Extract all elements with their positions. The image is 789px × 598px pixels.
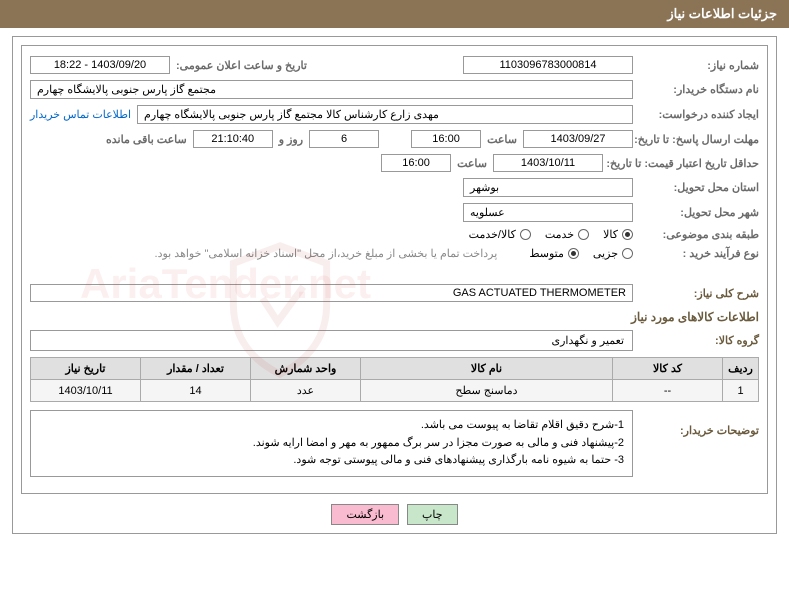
back-button[interactable]: بازگشت xyxy=(331,504,399,525)
col-need-date: تاریخ نیاز xyxy=(31,358,141,380)
cell-qty: 14 xyxy=(141,380,251,402)
row-category: طبقه بندی موضوعی: کالا خدمت کالا/خدمت xyxy=(30,228,759,241)
category-radio-group: کالا خدمت کالا/خدمت xyxy=(469,228,633,241)
buyer-note-line-1: 1-شرح دقیق اقلام تقاضا به پیوست می باشد. xyxy=(39,417,624,435)
row-deadline: مهلت ارسال پاسخ: تا تاریخ: 1403/09/27 سا… xyxy=(30,130,759,148)
category-option-2-label: کالا/خدمت xyxy=(469,228,516,241)
category-label: طبقه بندی موضوعی: xyxy=(639,228,759,241)
row-need-number: شماره نیاز: 1103096783000814 تاریخ و ساع… xyxy=(30,56,759,74)
province-label: استان محل تحویل: xyxy=(639,181,759,194)
inner-frame: AriaTender.net شماره نیاز: 1103096783000… xyxy=(21,45,768,494)
outer-frame: AriaTender.net شماره نیاز: 1103096783000… xyxy=(12,36,777,534)
row-province: استان محل تحویل: بوشهر xyxy=(30,178,759,197)
cell-code: -- xyxy=(613,380,723,402)
announce-datetime-label: تاریخ و ساعت اعلان عمومی: xyxy=(176,59,307,72)
deadline-date: 1403/09/27 xyxy=(523,130,633,148)
cell-unit: عدد xyxy=(251,380,361,402)
need-number-label: شماره نیاز: xyxy=(639,59,759,72)
table-row: 1 -- دماسنج سطح عدد 14 1403/10/11 xyxy=(31,380,759,402)
deadline-days-label2: روز و xyxy=(279,133,303,146)
row-city: شهر محل تحویل: عسلویه xyxy=(30,203,759,222)
city-value: عسلویه xyxy=(463,203,633,222)
purchase-option-1[interactable]: متوسط xyxy=(529,247,579,260)
buyer-note-line-2: 2-پیشنهاد فنی و مالی به صورت مجزا در سر … xyxy=(39,435,624,453)
table-header-row: ردیف کد کالا نام کالا واحد شمارش تعداد /… xyxy=(31,358,759,380)
radio-icon xyxy=(568,248,579,259)
purchase-type-label: نوع فرآیند خرید : xyxy=(639,247,759,260)
category-option-2[interactable]: کالا/خدمت xyxy=(469,228,531,241)
purchase-option-0[interactable]: جزیی xyxy=(593,247,633,260)
radio-icon xyxy=(520,229,531,240)
buyer-notes-box: 1-شرح دقیق اقلام تقاضا به پیوست می باشد.… xyxy=(30,410,633,477)
category-option-0-label: کالا xyxy=(603,228,618,241)
need-desc-value: GAS ACTUATED THERMOMETER xyxy=(30,284,633,302)
cell-row-num: 1 xyxy=(723,380,759,402)
radio-icon xyxy=(622,248,633,259)
category-option-0[interactable]: کالا xyxy=(603,228,633,241)
requester-value: مهدی زارع کارشناس کالا مجتمع گاز پارس جن… xyxy=(137,105,633,124)
buyer-org-label: نام دستگاه خریدار: xyxy=(639,83,759,96)
deadline-time-label: ساعت xyxy=(487,133,517,146)
need-desc-label: شرح کلی نیاز: xyxy=(639,287,759,300)
goods-table: ردیف کد کالا نام کالا واحد شمارش تعداد /… xyxy=(30,357,759,402)
row-buyer-notes: توضیحات خریدار: 1-شرح دقیق اقلام تقاضا ب… xyxy=(30,410,759,477)
row-validity: حداقل تاریخ اعتبار قیمت: تا تاریخ: 1403/… xyxy=(30,154,759,172)
category-option-1-label: خدمت xyxy=(545,228,574,241)
purchase-option-1-label: متوسط xyxy=(529,247,564,260)
deadline-label: مهلت ارسال پاسخ: تا تاریخ: xyxy=(639,133,759,146)
col-name: نام کالا xyxy=(361,358,613,380)
buyer-org-value: مجتمع گاز پارس جنوبی پالایشگاه چهارم xyxy=(30,80,633,99)
need-number-value: 1103096783000814 xyxy=(463,56,633,74)
category-option-1[interactable]: خدمت xyxy=(545,228,589,241)
row-requester: ایجاد کننده درخواست: مهدی زارع کارشناس ک… xyxy=(30,105,759,124)
requester-label: ایجاد کننده درخواست: xyxy=(639,108,759,121)
radio-icon xyxy=(578,229,589,240)
validity-time-label: ساعت xyxy=(457,157,487,170)
deadline-days: 6 xyxy=(309,130,379,148)
col-row-num: ردیف xyxy=(723,358,759,380)
print-button[interactable]: چاپ xyxy=(407,504,458,525)
purchase-option-0-label: جزیی xyxy=(593,247,618,260)
validity-date: 1403/10/11 xyxy=(493,154,603,172)
buyer-note-line-3: 3- حتما به شیوه نامه بارگذاری پیشنهادهای… xyxy=(39,452,624,470)
buyer-notes-label: توضیحات خریدار: xyxy=(639,410,759,437)
page-title: جزئیات اطلاعات نیاز xyxy=(667,6,777,21)
buyer-contact-link[interactable]: اطلاعات تماس خریدار xyxy=(30,108,131,121)
cell-need-date: 1403/10/11 xyxy=(31,380,141,402)
validity-label: حداقل تاریخ اعتبار قیمت: تا تاریخ: xyxy=(609,157,759,170)
deadline-remain-label: ساعت باقی مانده xyxy=(106,133,187,146)
deadline-time: 16:00 xyxy=(411,130,481,148)
row-goods-group: گروه کالا: تعمیر و نگهداری xyxy=(30,330,759,351)
col-unit: واحد شمارش xyxy=(251,358,361,380)
col-code: کد کالا xyxy=(613,358,723,380)
city-label: شهر محل تحویل: xyxy=(639,206,759,219)
cell-name: دماسنج سطح xyxy=(361,380,613,402)
announce-datetime-value: 1403/09/20 - 18:22 xyxy=(30,56,170,74)
row-purchase-type: نوع فرآیند خرید : جزیی متوسط پرداخت تمام… xyxy=(30,247,759,260)
purchase-type-radio-group: جزیی متوسط xyxy=(529,247,633,260)
row-need-desc: شرح کلی نیاز: GAS ACTUATED THERMOMETER xyxy=(30,284,759,302)
deadline-hms: 21:10:40 xyxy=(193,130,273,148)
button-row: چاپ بازگشت xyxy=(21,504,768,525)
row-buyer-org: نام دستگاه خریدار: مجتمع گاز پارس جنوبی … xyxy=(30,80,759,99)
goods-group-label: گروه کالا: xyxy=(639,334,759,347)
goods-section-title: اطلاعات کالاهای مورد نیاز xyxy=(30,310,759,324)
purchase-type-note: پرداخت تمام یا بخشی از مبلغ خرید،از محل … xyxy=(155,247,498,260)
col-qty: تعداد / مقدار xyxy=(141,358,251,380)
goods-group-value: تعمیر و نگهداری xyxy=(30,330,633,351)
radio-icon xyxy=(622,229,633,240)
page-header: جزئیات اطلاعات نیاز xyxy=(0,0,789,28)
province-value: بوشهر xyxy=(463,178,633,197)
validity-time: 16:00 xyxy=(381,154,451,172)
